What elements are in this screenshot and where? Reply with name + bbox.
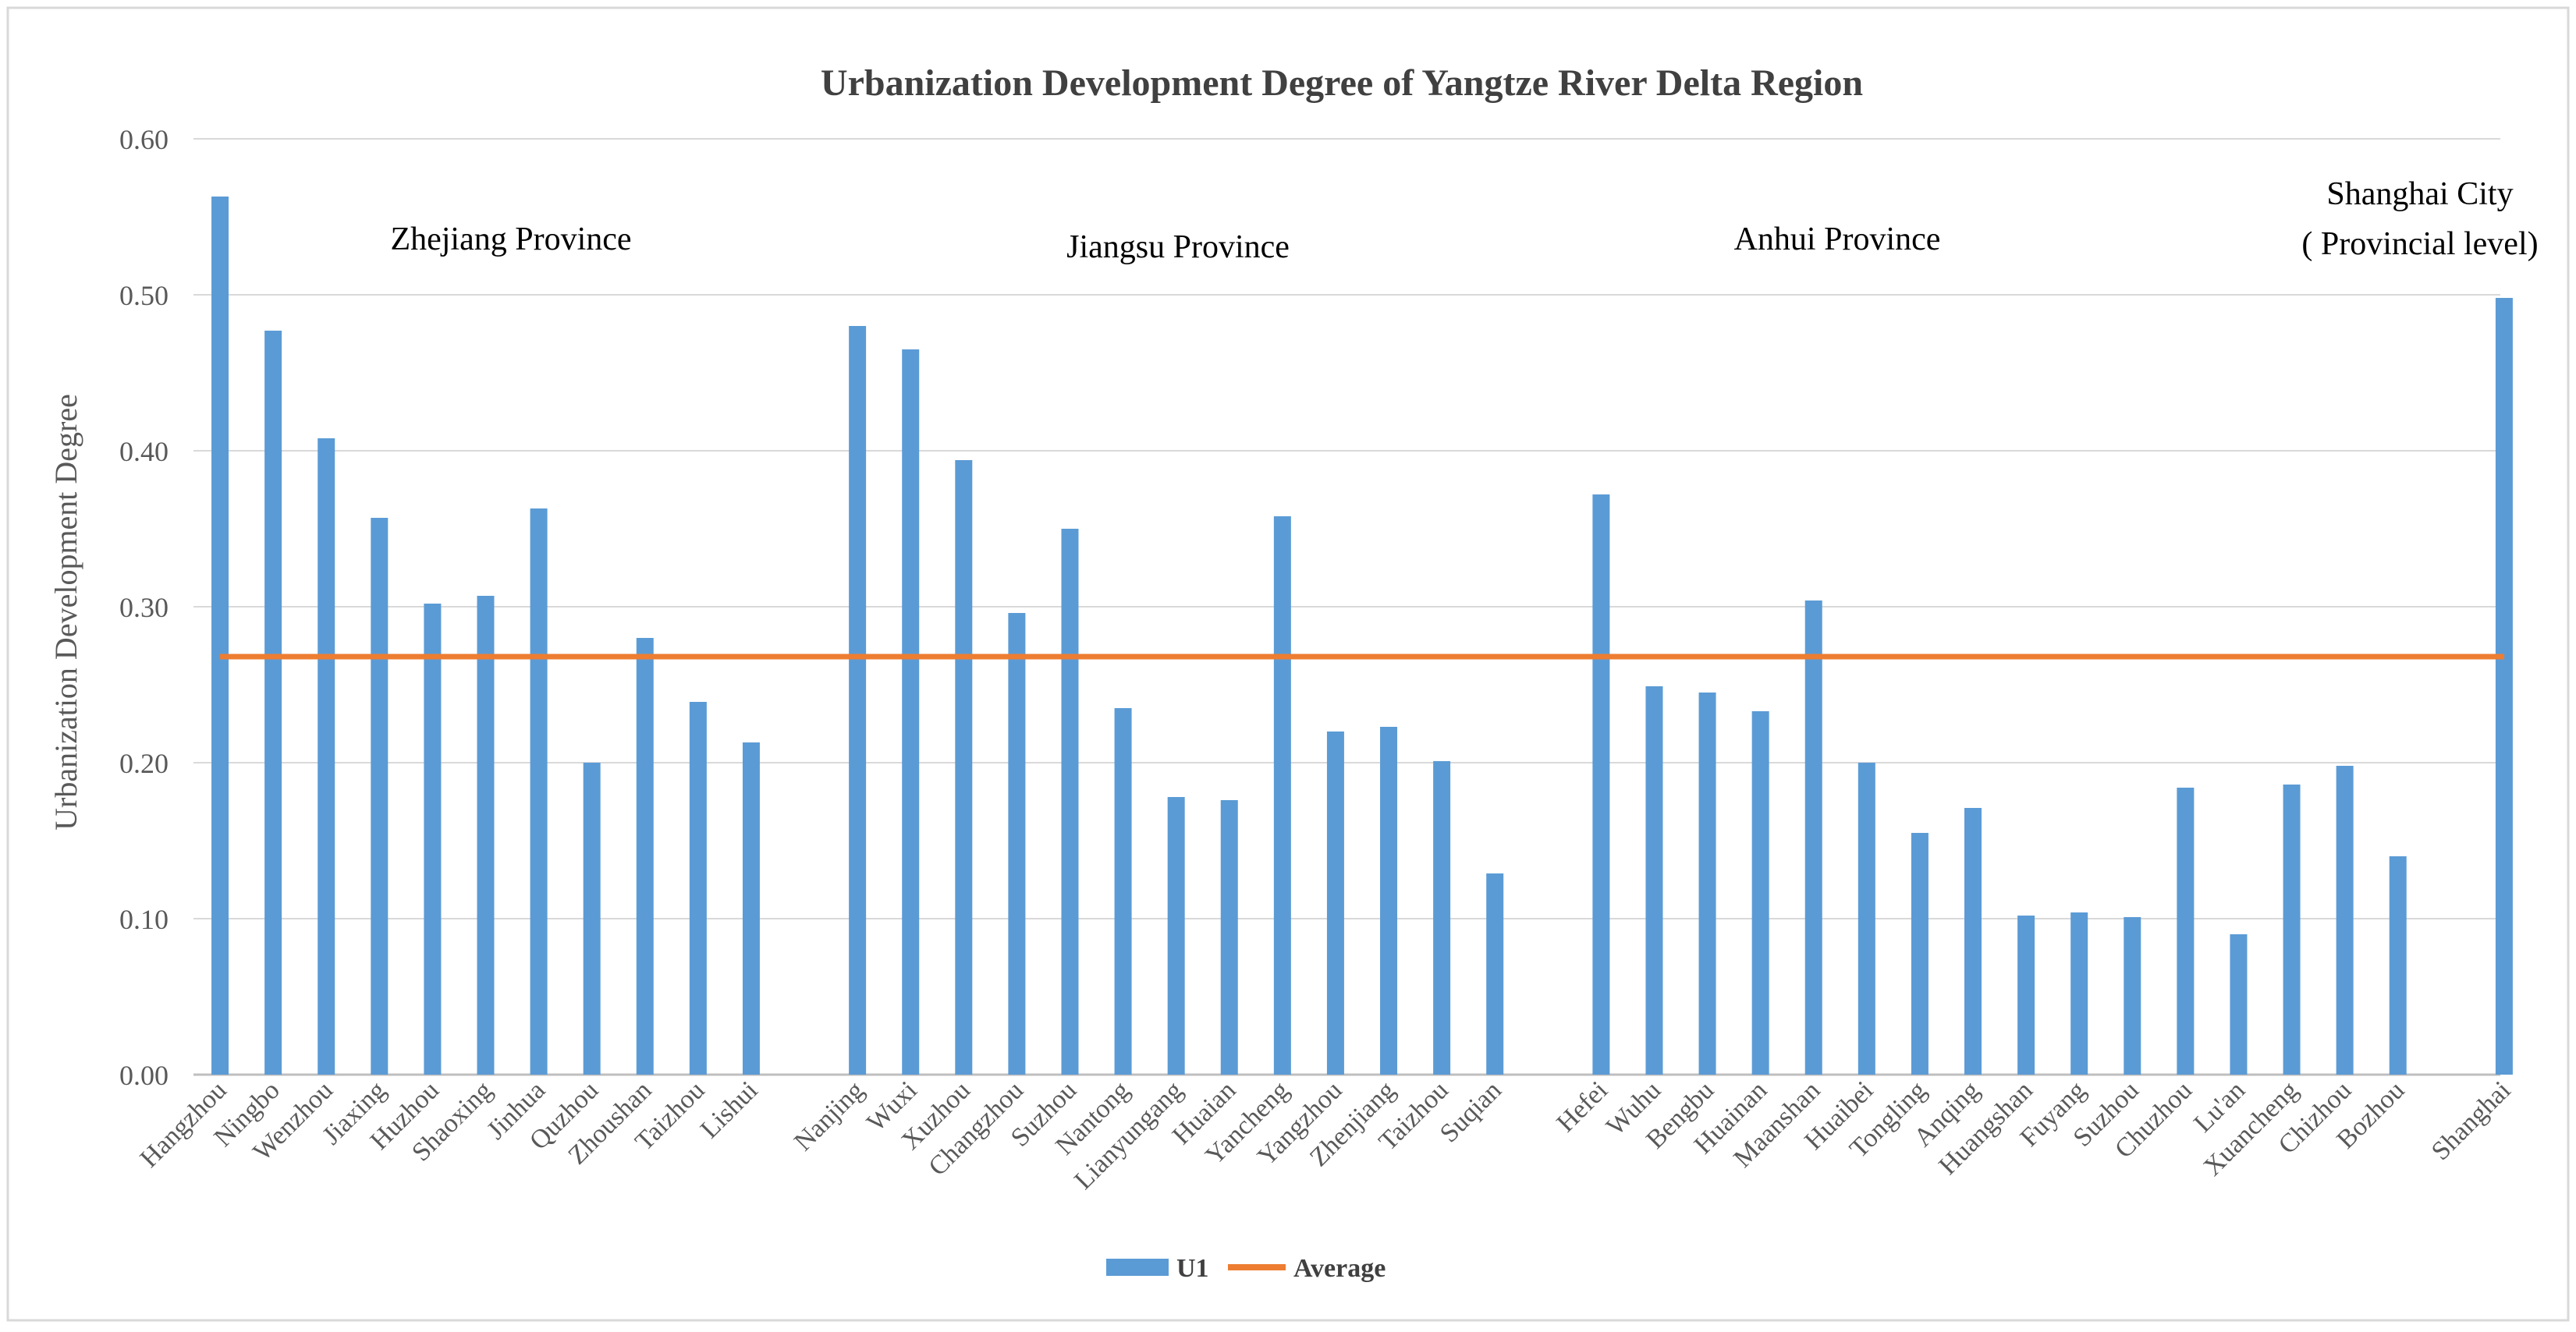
y-axis-ticks: 0.00 0.10 0.20 0.30 0.40 0.50 0.60 (119, 124, 169, 1091)
bar-huangshan (2017, 916, 2035, 1075)
bar-jinhua (530, 508, 548, 1075)
bar-shaoxing (477, 596, 495, 1075)
legend-label-average: Average (1293, 1254, 1386, 1283)
bar-lianyungang (1167, 797, 1185, 1075)
bar-wuxi (902, 349, 920, 1075)
bar-lu-an (2230, 934, 2248, 1075)
group-label: Jiangsu Province (1066, 229, 1290, 265)
bar-jiaxing (371, 518, 389, 1075)
bar-taizhou (1433, 761, 1451, 1075)
bar-ningbo (264, 331, 282, 1075)
y-tick-label: 0.00 (119, 1060, 169, 1091)
bar-changzhou (1008, 613, 1026, 1075)
y-tick-label: 0.20 (119, 748, 169, 779)
chart-title: Urbanization Development Degree of Yangt… (821, 62, 1863, 104)
bar-wenzhou (318, 438, 335, 1075)
legend: U1 Average (1106, 1254, 1386, 1283)
y-tick-label: 0.60 (119, 124, 169, 155)
bar-anqing (1964, 808, 1982, 1075)
bar-hefei (1592, 494, 1610, 1075)
bar-fuyang (2070, 912, 2088, 1075)
bar-hangzhou (211, 197, 229, 1075)
bar-huainan (1751, 711, 1769, 1075)
bar-bozhou (2389, 856, 2407, 1075)
bar-yangzhou (1326, 732, 1344, 1075)
group-label: Anhui Province (1734, 221, 1941, 257)
bar-tongling (1911, 833, 1928, 1075)
bar-zhoushan (636, 638, 654, 1075)
group-label: Shanghai City (2326, 176, 2513, 212)
y-tick-label: 0.40 (119, 436, 169, 467)
bar-chuzhou (2177, 788, 2195, 1075)
bar-yancheng (1273, 516, 1291, 1075)
bar-xuzhou (955, 460, 973, 1075)
y-axis-label: Urbanization Development Degree (48, 394, 83, 831)
group-label: Zhejiang Province (390, 221, 631, 257)
group-labels: Zhejiang Province Jiangsu Province Anhui P… (390, 176, 2538, 265)
legend-swatch-u1 (1106, 1259, 1169, 1276)
bar-huzhou (424, 604, 442, 1075)
bar-nantong (1114, 708, 1132, 1075)
bar-lishui (742, 742, 760, 1075)
y-tick-label: 0.50 (119, 280, 169, 311)
y-tick-label: 0.10 (119, 904, 169, 935)
bar-chizhou (2336, 766, 2354, 1075)
bar-wuhu (1645, 686, 1663, 1075)
bar-huaian (1220, 800, 1238, 1075)
bar-suzhou (1061, 529, 1079, 1075)
bar-huaibei (1857, 763, 1875, 1075)
legend-label-u1: U1 (1176, 1254, 1209, 1283)
bar-maanshan (1804, 600, 1822, 1075)
bar-nanjing (849, 326, 867, 1075)
bar-shanghai (2495, 298, 2513, 1075)
y-tick-label: 0.30 (119, 592, 169, 623)
bar-quzhou (583, 763, 601, 1075)
group-label: ( Provincial level) (2301, 226, 2538, 262)
bar-suzhou (2124, 917, 2141, 1075)
gridlines (193, 138, 2500, 1076)
bar-taizhou (689, 702, 707, 1075)
bar-bengbu (1698, 693, 1716, 1075)
bar-zhenjiang (1380, 727, 1398, 1075)
bar-suqian (1486, 873, 1504, 1075)
bar-xuancheng (2283, 785, 2301, 1075)
